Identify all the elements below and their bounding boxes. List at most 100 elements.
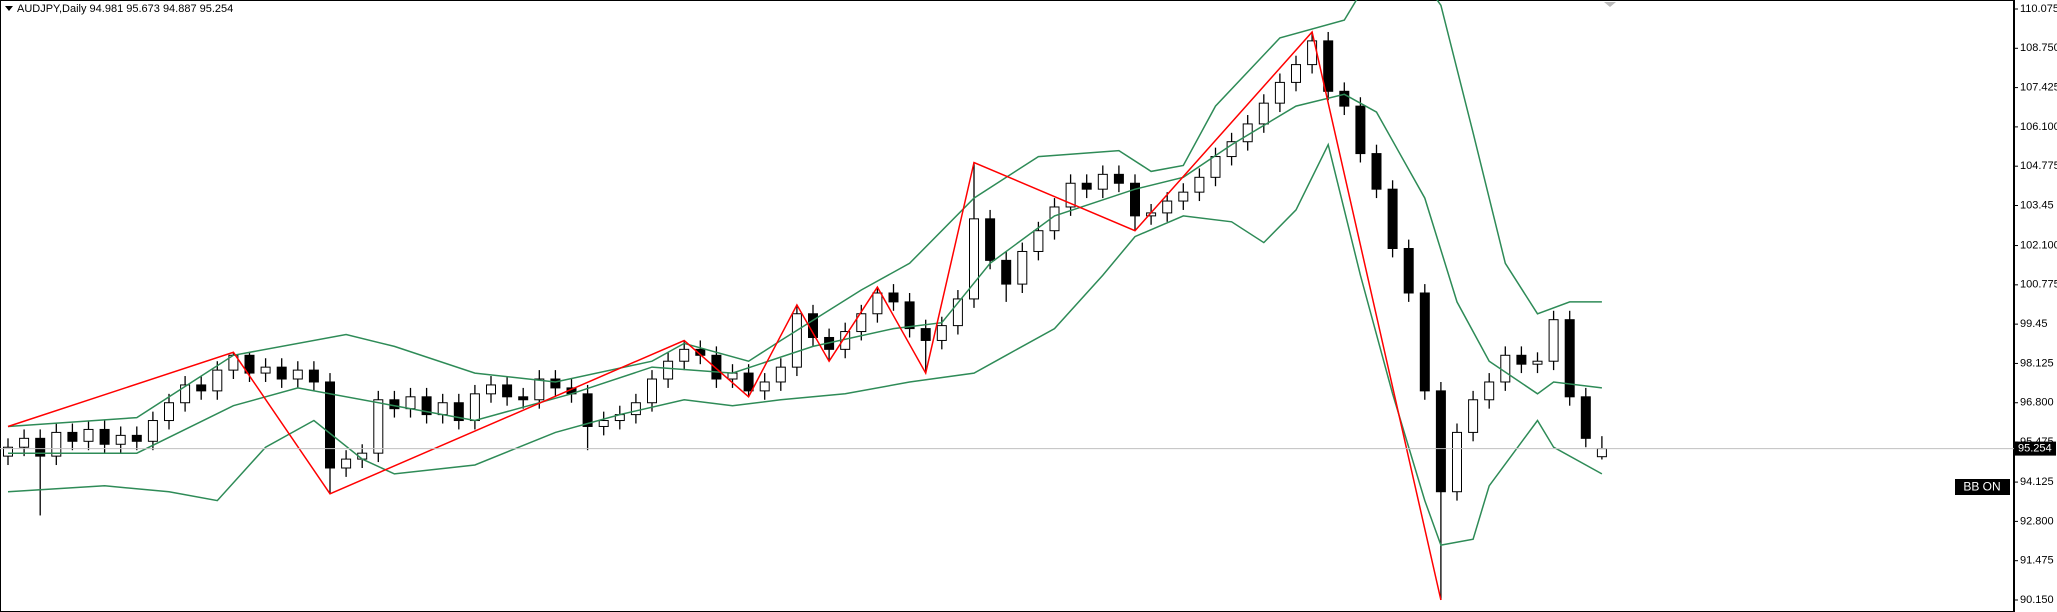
y-tick-label: 92.800 (2020, 515, 2054, 527)
candle-body (1097, 173, 1108, 190)
candle-body (1500, 354, 1511, 383)
candle-body (1516, 354, 1527, 365)
candle-body (421, 396, 432, 416)
y-tick-label: 91.475 (2020, 555, 2054, 567)
candle-body (469, 393, 480, 422)
candle-body (1081, 182, 1092, 190)
candle-body (99, 428, 110, 445)
candle-body (276, 366, 287, 380)
candle-body (1274, 81, 1285, 104)
candle-body (1194, 176, 1205, 193)
candle-body (373, 399, 384, 454)
candle-body (196, 384, 207, 392)
candle-body (405, 396, 416, 410)
bollinger-band (7, 0, 1602, 428)
candle-body (51, 431, 62, 457)
price-tag-label: 95.254 (2018, 443, 2052, 455)
candle-body (1387, 188, 1398, 250)
y-tick-label: 100.775 (2020, 279, 2057, 291)
candle-body (1452, 431, 1462, 493)
candle-body (518, 396, 529, 401)
y-tick-label: 96.800 (2020, 397, 2054, 409)
candle-body (888, 292, 899, 303)
candle-body (759, 381, 770, 392)
candle-body (1210, 156, 1221, 178)
candle-body (131, 434, 142, 442)
candle-body (437, 402, 448, 416)
candle-body (1065, 182, 1076, 208)
candle-body (969, 218, 979, 300)
candle-body (1435, 390, 1446, 493)
candle-body (212, 369, 223, 392)
plot-frame (0, 0, 2014, 612)
annotation-label: BB ON (1963, 480, 2000, 494)
y-tick-label: 104.775 (2020, 160, 2057, 172)
candle-body (1033, 230, 1044, 252)
candle-body (727, 372, 738, 380)
y-tick-label: 106.100 (2020, 121, 2057, 133)
candle-body (308, 369, 319, 383)
y-tick-label: 99.45 (2020, 318, 2048, 330)
candle-body (1419, 292, 1430, 392)
menu-arrow[interactable] (5, 6, 13, 11)
candle-body (260, 366, 271, 374)
annotation-box (1955, 479, 2010, 495)
candle-body (1564, 319, 1575, 398)
candle-body (1371, 153, 1382, 190)
candle-body (502, 384, 513, 398)
bollinger-band (7, 142, 1603, 546)
candle-body (115, 434, 126, 445)
candle-body (244, 354, 255, 374)
candle-body (325, 381, 335, 469)
candle-body (486, 384, 496, 395)
candle-body (1468, 399, 1479, 433)
candle-body (791, 313, 802, 368)
candle-body (292, 369, 303, 380)
y-tick-label: 98.125 (2020, 357, 2054, 369)
candle-body (67, 431, 78, 442)
y-tick-label: 103.45 (2020, 199, 2054, 211)
candle-body (856, 313, 867, 333)
y-tick-label: 107.425 (2020, 81, 2057, 93)
plot-area (0, 0, 2014, 601)
candle-body (1580, 396, 1591, 439)
candle-body (663, 360, 674, 380)
candle-body (180, 384, 191, 404)
candle-body (1403, 248, 1414, 294)
candle-body (1226, 141, 1237, 158)
candle-body (19, 437, 30, 448)
candle-body (35, 437, 46, 457)
candle-body (3, 446, 13, 457)
candle-body (1162, 200, 1173, 214)
candle-body (1532, 360, 1543, 365)
bollinger-band (8, 93, 1602, 454)
chart-title: AUDJPY,Daily 94.981 95.673 94.887 95.254 (17, 3, 233, 15)
candle-body (711, 354, 722, 380)
candle-body (598, 420, 609, 427)
candle-body (647, 378, 657, 404)
candle-body (164, 402, 174, 422)
candle-body (775, 366, 786, 383)
candle-body (679, 348, 690, 362)
candle-body (904, 301, 915, 330)
candle-body (582, 393, 593, 427)
candle-body (1548, 319, 1559, 362)
candle-body (1484, 381, 1495, 401)
y-tick-label: 90.150 (2020, 594, 2054, 606)
y-tick-label: 94.125 (2020, 476, 2054, 488)
candle-body (920, 328, 931, 341)
candle-body (1017, 250, 1028, 285)
candle-body (1001, 259, 1012, 285)
candle-body (1339, 90, 1350, 107)
zigzag-line (7, 30, 1442, 601)
candle-body (1113, 173, 1124, 184)
candle-body (1355, 105, 1366, 155)
candle-body (1130, 182, 1140, 217)
y-tick-label: 110.075 (2020, 3, 2057, 15)
shift-marker (1604, 2, 1616, 7)
candle-body (550, 378, 561, 389)
candle-body (1596, 448, 1607, 458)
candle-body (147, 420, 158, 442)
candle-body (872, 292, 883, 315)
candle-body (389, 399, 400, 410)
